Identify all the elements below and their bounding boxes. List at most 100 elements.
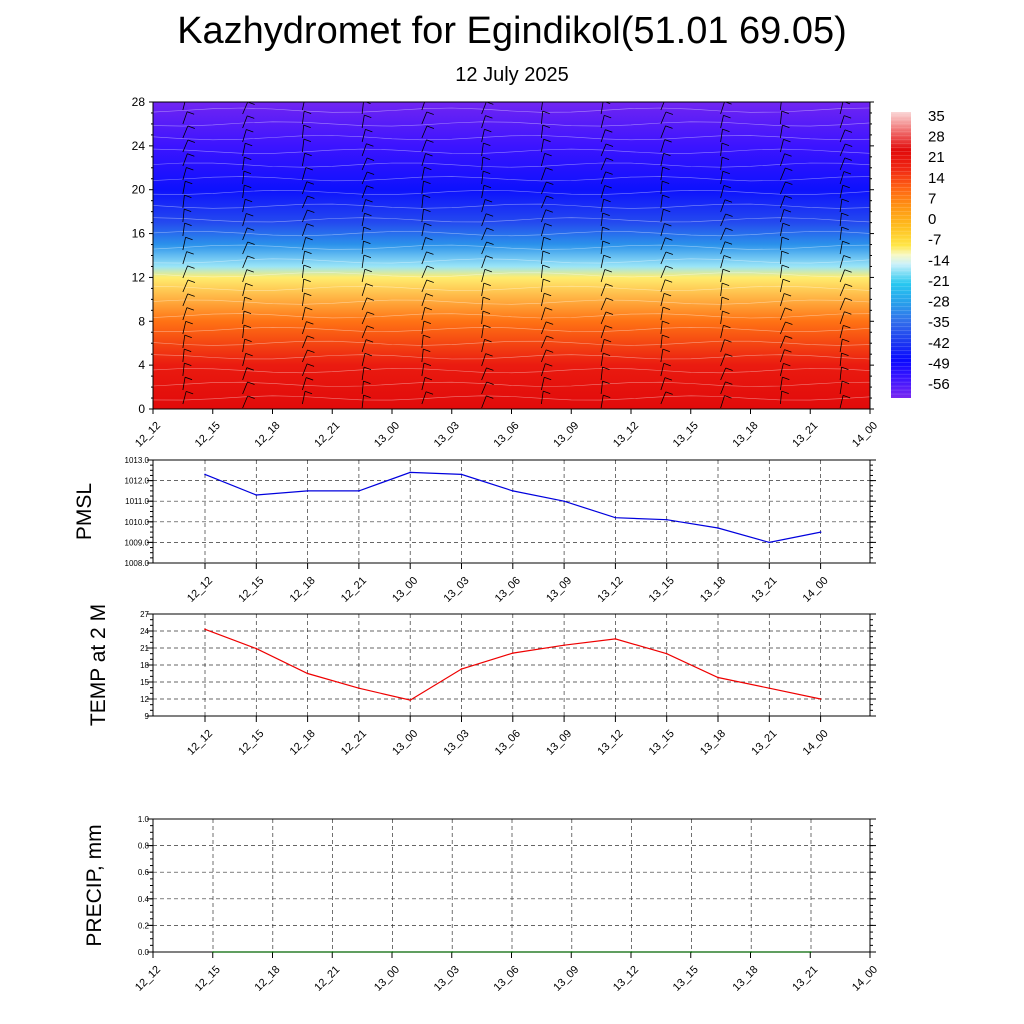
x-tick-label: 12_12 bbox=[133, 420, 163, 450]
wind-barb-feather bbox=[785, 181, 793, 185]
wind-barb bbox=[660, 363, 665, 377]
wind-barb bbox=[720, 339, 725, 353]
wind-barb bbox=[541, 181, 547, 195]
wind-barb bbox=[361, 102, 364, 115]
wind-barb-feather bbox=[782, 124, 790, 129]
wind-barb bbox=[660, 209, 664, 223]
wind-barb-feather bbox=[783, 209, 792, 213]
data-point bbox=[512, 652, 514, 654]
wind-barb bbox=[421, 293, 427, 307]
wind-barb-feather bbox=[366, 143, 374, 147]
wind-barb bbox=[660, 251, 667, 265]
data-point bbox=[717, 676, 719, 679]
colorbar-label: -14 bbox=[928, 252, 950, 269]
wind-barb-feather bbox=[723, 324, 731, 329]
colorbar-body bbox=[891, 112, 911, 398]
wind-barb bbox=[242, 102, 249, 115]
wind-barb bbox=[302, 349, 308, 363]
wind-barb bbox=[660, 293, 665, 307]
wind-barb bbox=[660, 223, 665, 237]
wind-barb bbox=[361, 115, 365, 129]
x-tick-label: 12_15 bbox=[193, 420, 223, 450]
wind-barb-feather bbox=[484, 269, 492, 273]
wind-barb-feather bbox=[366, 171, 375, 175]
wind-barb bbox=[242, 213, 247, 227]
data-point bbox=[819, 698, 822, 700]
wind-barb-feather bbox=[304, 292, 312, 297]
wind-barb-feather bbox=[184, 194, 192, 198]
y-tick-label: 0.2 bbox=[138, 921, 150, 930]
wind-barb bbox=[301, 111, 305, 125]
wind-barb-feather bbox=[781, 236, 790, 240]
x-tick-label: 12_18 bbox=[253, 964, 283, 994]
wind-barb bbox=[481, 339, 485, 353]
y-tick-label: 0.8 bbox=[138, 842, 150, 851]
wind-barb bbox=[182, 237, 186, 251]
wind-barb-feather bbox=[545, 209, 553, 213]
data-point bbox=[212, 951, 214, 953]
wind-barb-feather bbox=[424, 222, 432, 227]
wind-barb-feather bbox=[605, 129, 613, 133]
isotherm-line bbox=[153, 299, 870, 305]
wind-barb bbox=[242, 199, 246, 213]
wind-barb bbox=[301, 181, 308, 195]
data-point bbox=[750, 951, 752, 953]
wind-barb bbox=[660, 237, 666, 251]
wind-barb-feather bbox=[186, 251, 194, 255]
wind-barb-feather bbox=[605, 143, 614, 147]
wind-barb bbox=[242, 171, 245, 185]
wind-barb bbox=[600, 297, 607, 311]
wind-barb-feather bbox=[244, 296, 252, 301]
data-point bbox=[665, 652, 668, 655]
wind-barb-feather bbox=[426, 251, 434, 255]
wind-barb-feather bbox=[844, 157, 852, 161]
precip-panel: 1.0 0.8 0.6 0.4 0.2 0.0 12_12 12_15 12_18 12_21 13… bbox=[83, 815, 880, 994]
wind-barb bbox=[540, 223, 546, 237]
wind-barb bbox=[481, 115, 486, 129]
wind-barb-feather bbox=[304, 250, 312, 255]
colorbar-label: -21 bbox=[928, 273, 950, 290]
wind-barb-feather bbox=[783, 362, 791, 367]
wind-barb bbox=[660, 195, 663, 209]
wind-barb bbox=[839, 213, 842, 227]
wind-barb-feather bbox=[187, 279, 196, 283]
wind-barb-feather bbox=[662, 194, 670, 198]
wind-barb-feather bbox=[544, 153, 552, 157]
data-point bbox=[451, 951, 454, 953]
y-tick-label: 21 bbox=[140, 644, 149, 653]
wind-barb bbox=[600, 185, 606, 199]
x-tick-label: 13_00 bbox=[372, 964, 402, 994]
wind-barb-feather bbox=[245, 142, 253, 147]
wind-barb-feather bbox=[544, 223, 552, 227]
wind-barb-feather bbox=[782, 278, 791, 283]
wind-barb-feather bbox=[602, 352, 611, 357]
y-tick-label: 15 bbox=[140, 678, 149, 687]
wind-barb-feather bbox=[425, 237, 433, 241]
wind-barb bbox=[242, 227, 248, 241]
wind-barb-feather bbox=[366, 157, 375, 161]
data-point bbox=[391, 951, 394, 953]
wind-barb-feather bbox=[784, 153, 792, 157]
colorbar-label: -28 bbox=[928, 294, 950, 311]
wind-barb-feather bbox=[426, 279, 434, 283]
wind-barb-feather bbox=[841, 226, 849, 230]
wind-barb-feather bbox=[604, 338, 612, 343]
wind-barb-feather bbox=[482, 310, 491, 314]
wind-barb bbox=[839, 381, 843, 395]
wind-barb-feather bbox=[426, 111, 434, 115]
wind-barb bbox=[779, 349, 785, 363]
data-point bbox=[460, 668, 463, 670]
wind-barb bbox=[421, 237, 426, 251]
wind-barb bbox=[421, 223, 425, 237]
wind-barb bbox=[720, 102, 725, 115]
data-point bbox=[409, 699, 412, 701]
wind-barb-feather bbox=[783, 293, 792, 297]
wind-barb bbox=[242, 129, 247, 143]
wind-barb bbox=[481, 255, 487, 269]
wind-barb bbox=[361, 171, 368, 185]
wind-barb-feather bbox=[187, 265, 195, 269]
wind-barb-feather bbox=[365, 199, 373, 203]
wind-barb-feather bbox=[244, 156, 252, 160]
wind-barb bbox=[780, 181, 786, 195]
wind-barb-feather bbox=[363, 394, 371, 398]
